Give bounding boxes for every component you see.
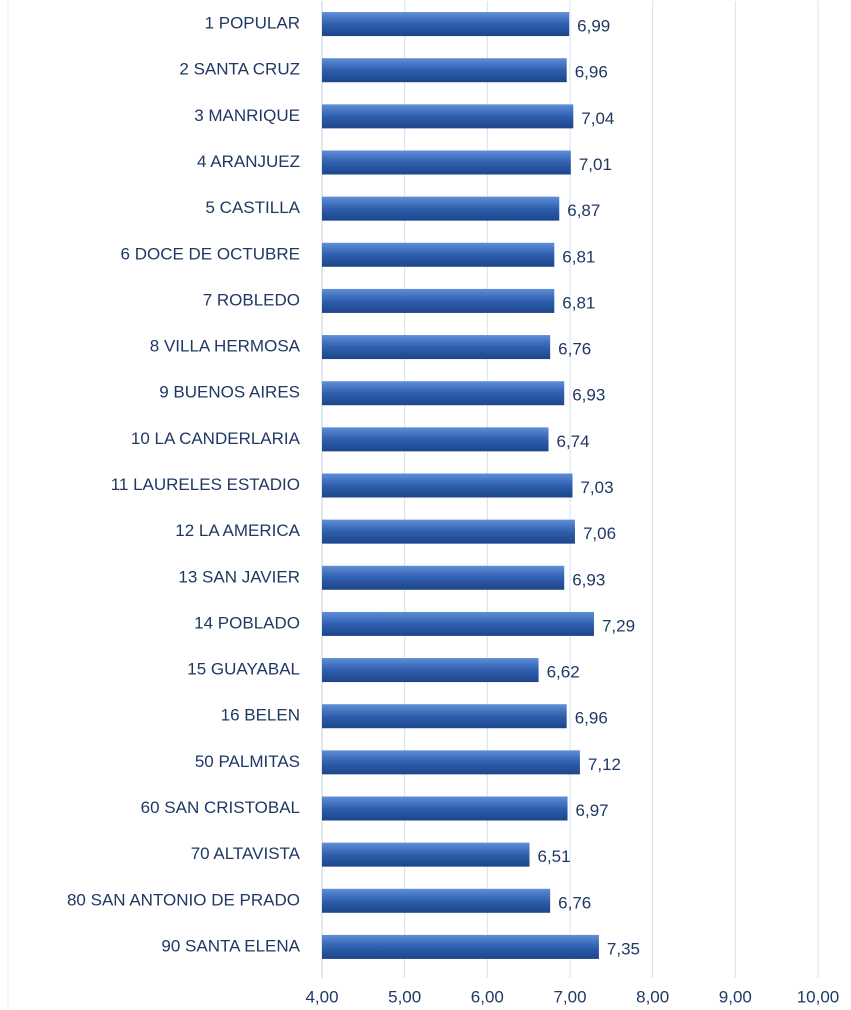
data-label: 7,35 — [607, 939, 640, 958]
data-label: 7,01 — [579, 155, 612, 174]
data-label: 7,12 — [588, 755, 621, 774]
bar — [322, 888, 551, 913]
y-tick-label: 16 BELEN — [221, 706, 300, 725]
data-label: 6,99 — [577, 17, 610, 36]
bar — [322, 12, 570, 37]
y-tick-label: 5 CASTILLA — [206, 198, 301, 217]
y-tick-label: 6 DOCE DE OCTUBRE — [121, 244, 300, 263]
bar — [322, 611, 594, 636]
bar — [322, 934, 599, 959]
bar — [322, 288, 555, 313]
y-tick-label: 14 POBLADO — [194, 613, 300, 632]
bar — [322, 842, 530, 867]
y-tick-label: 90 SANTA ELENA — [161, 936, 300, 955]
data-label: 6,93 — [572, 386, 605, 405]
data-label: 6,62 — [547, 663, 580, 682]
data-label: 6,87 — [567, 201, 600, 220]
y-tick-label: 7 ROBLEDO — [203, 290, 300, 309]
bar — [322, 196, 560, 221]
y-tick-label: 13 SAN JAVIER — [178, 567, 300, 586]
bar — [322, 150, 571, 175]
x-tick-label: 8,00 — [636, 987, 669, 1006]
data-label: 6,76 — [558, 893, 591, 912]
bar — [322, 704, 567, 729]
bar — [322, 58, 567, 83]
data-label: 6,93 — [572, 570, 605, 589]
data-label: 6,74 — [557, 432, 590, 451]
y-tick-label: 11 LAURELES ESTADIO — [111, 475, 300, 494]
y-tick-label: 2 SANTA CRUZ — [179, 60, 300, 79]
bar — [322, 427, 549, 452]
y-tick-label: 10 LA CANDERLARIA — [131, 429, 301, 448]
data-label: 6,76 — [558, 340, 591, 359]
x-tick-label: 5,00 — [388, 987, 421, 1006]
y-tick-label: 1 POPULAR — [205, 14, 300, 33]
y-tick-label: 60 SAN CRISTOBAL — [141, 798, 300, 817]
data-label: 6,81 — [562, 293, 595, 312]
y-tick-label: 12 LA AMERICA — [175, 521, 300, 540]
bar — [322, 565, 565, 590]
data-label: 6,96 — [575, 63, 608, 82]
y-tick-label: 50 PALMITAS — [195, 752, 300, 771]
y-tick-label: 70 ALTAVISTA — [191, 844, 301, 863]
y-tick-label: 4 ARANJUEZ — [197, 152, 300, 171]
bar — [322, 796, 568, 821]
x-tick-label: 7,00 — [553, 987, 586, 1006]
data-label: 7,29 — [602, 616, 635, 635]
x-tick-label: 9,00 — [719, 987, 752, 1006]
y-tick-label: 80 SAN ANTONIO DE PRADO — [67, 890, 300, 909]
x-tick-label: 10,00 — [797, 987, 840, 1006]
data-label: 7,03 — [580, 478, 613, 497]
y-tick-label: 8 VILLA HERMOSA — [150, 337, 301, 356]
x-tick-label: 4,00 — [305, 987, 338, 1006]
bar — [322, 750, 580, 775]
data-label: 7,04 — [581, 109, 614, 128]
data-label: 6,51 — [537, 847, 570, 866]
data-label: 7,06 — [583, 524, 616, 543]
bar — [322, 381, 565, 406]
x-tick-label: 6,00 — [471, 987, 504, 1006]
bar — [322, 658, 539, 683]
y-tick-label: 15 GUAYABAL — [187, 660, 300, 679]
bar — [322, 104, 574, 129]
y-tick-label: 3 MANRIQUE — [194, 106, 300, 125]
bar — [322, 519, 575, 544]
data-label: 6,81 — [562, 247, 595, 266]
bar — [322, 242, 555, 267]
data-label: 6,97 — [576, 801, 609, 820]
data-label: 6,96 — [575, 709, 608, 728]
bar — [322, 473, 573, 498]
y-tick-label: 9 BUENOS AIRES — [159, 383, 300, 402]
bar — [322, 335, 551, 360]
